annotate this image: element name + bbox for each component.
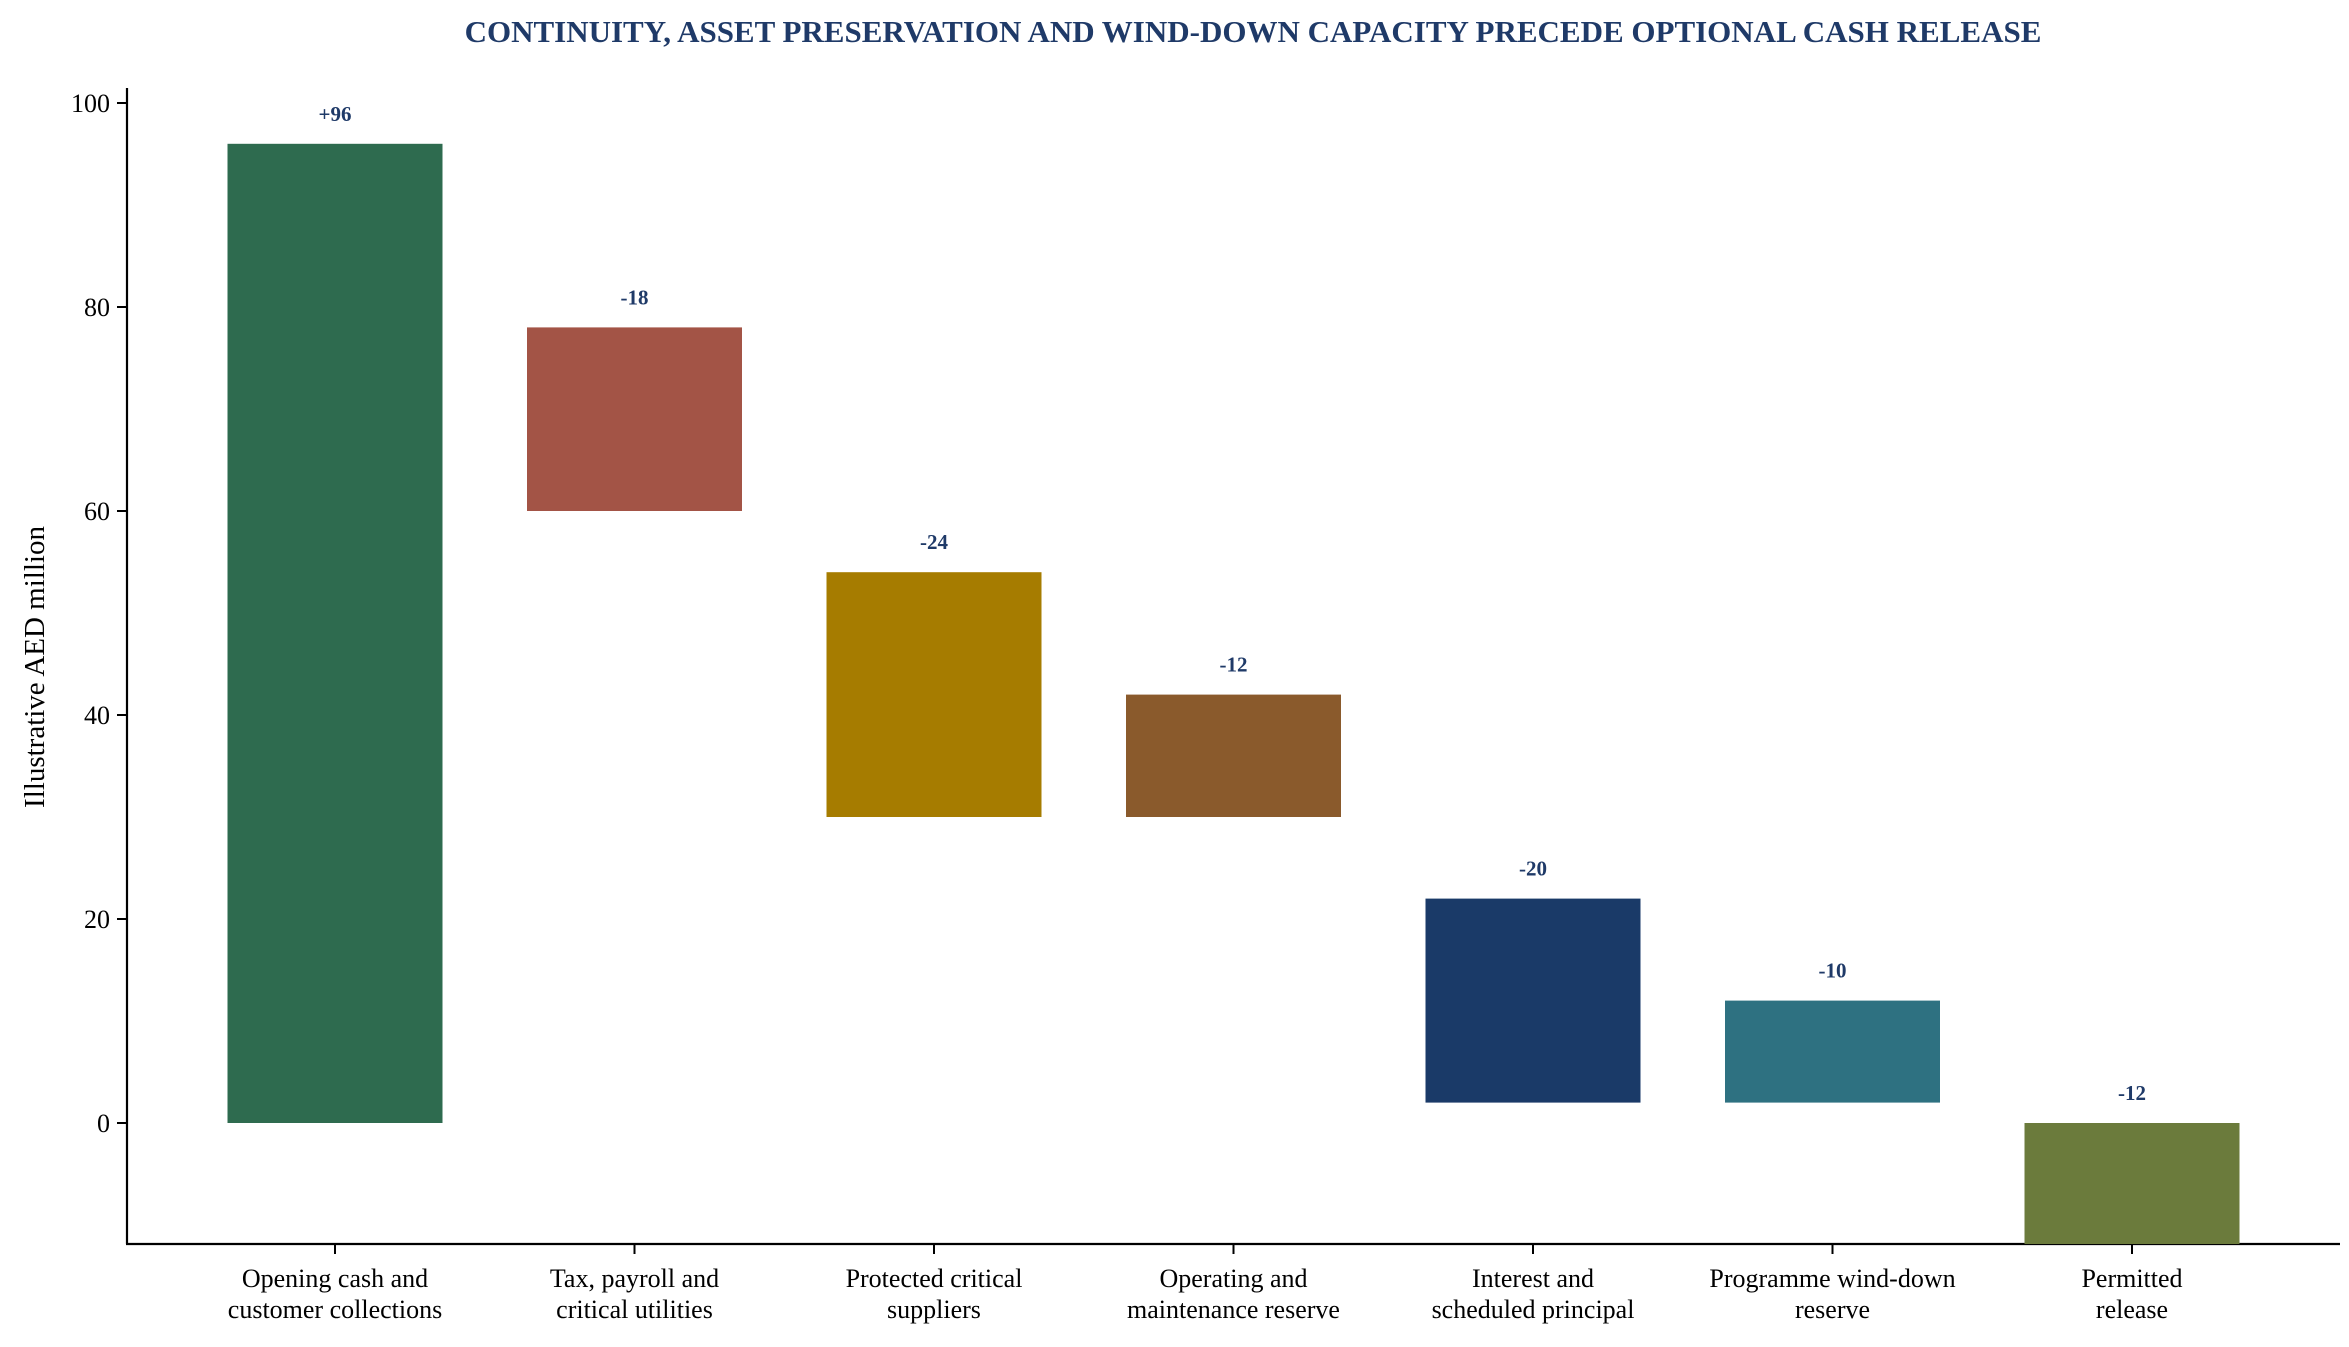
x-category-label: reserve [1795, 1295, 1870, 1324]
waterfall-bar [1126, 694, 1341, 817]
waterfall-bar [227, 143, 443, 1124]
y-tick-label: 80 [84, 293, 110, 322]
x-category-label: Opening cash and [242, 1264, 428, 1293]
x-category-label: Operating and [1159, 1264, 1307, 1293]
plot-area: 0 20 40 60 80 100 +96 Opening cash andcustomer … [71, 88, 2340, 1324]
waterfall-bar [826, 572, 1042, 817]
bar-value-label: -12 [1220, 653, 1248, 677]
waterfall-bar [527, 327, 742, 511]
bar-value-label: -18 [621, 285, 649, 309]
x-category-label: critical utilities [556, 1295, 713, 1324]
x-category-label: Interest and [1472, 1264, 1594, 1293]
bar-value-label: -12 [2118, 1081, 2146, 1105]
y-tick-label: 20 [84, 905, 110, 934]
bar-value-label: -24 [920, 530, 948, 554]
y-tick-label: 40 [84, 701, 110, 730]
y-axis-label: Illustrative AED million [19, 526, 51, 808]
x-category-label: release [2096, 1295, 2168, 1324]
waterfall-bar [2024, 1123, 2240, 1244]
waterfall-bar [1725, 1000, 1940, 1103]
waterfall-bar [1425, 898, 1641, 1103]
x-category-label: scheduled principal [1432, 1295, 1635, 1324]
x-category-label: Programme wind-down [1709, 1264, 1955, 1293]
bar-value-label: +96 [319, 102, 352, 126]
x-category-label: suppliers [887, 1295, 981, 1324]
x-category-label: customer collections [228, 1295, 442, 1324]
y-tick-label: 100 [71, 89, 110, 118]
bar-value-label: -20 [1519, 857, 1547, 881]
chart-title: CONTINUITY, ASSET PRESERVATION AND WIND-… [465, 14, 2042, 49]
bar-value-label: -10 [1819, 959, 1847, 983]
x-category-label: maintenance reserve [1127, 1295, 1340, 1324]
y-tick-label: 60 [84, 497, 110, 526]
x-category-label: Permitted [2081, 1264, 2182, 1293]
x-category-label: Tax, payroll and [550, 1264, 719, 1293]
x-category-label: Protected critical [846, 1264, 1023, 1293]
y-tick-label: 0 [97, 1109, 110, 1138]
